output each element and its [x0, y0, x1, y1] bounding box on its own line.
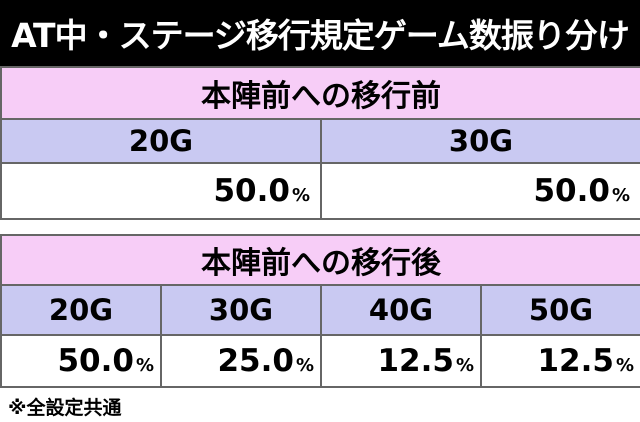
- value-cell: 50.0%: [320, 162, 640, 220]
- value-cell: 25.0%: [160, 334, 322, 388]
- percent-unit: %: [295, 355, 314, 376]
- value-number: 12.5: [537, 343, 614, 379]
- value-number: 50.0: [57, 343, 134, 379]
- percent-unit: %: [135, 355, 154, 376]
- table-before-transition: 本陣前への移行前 20G 30G 50.0% 50.0%: [0, 66, 640, 220]
- table-after-header: 本陣前への移行後: [0, 234, 640, 286]
- percent-unit: %: [611, 185, 630, 206]
- column-header: 40G: [320, 284, 482, 336]
- column-header: 30G: [320, 118, 640, 164]
- column-header: 30G: [160, 284, 322, 336]
- value-cell: 50.0%: [0, 162, 322, 220]
- percent-unit: %: [291, 185, 310, 206]
- value-number: 25.0: [217, 343, 294, 379]
- table-before-header: 本陣前への移行前: [0, 66, 640, 120]
- percent-unit: %: [615, 355, 634, 376]
- column-header: 50G: [480, 284, 640, 336]
- column-header: 20G: [0, 118, 322, 164]
- value-cell: 12.5%: [320, 334, 482, 388]
- column-header: 20G: [0, 284, 162, 336]
- footnote: ※全設定共通: [8, 397, 122, 419]
- value-number: 50.0: [533, 173, 610, 209]
- value-number: 12.5: [377, 343, 454, 379]
- page-title: AT中・ステージ移行規定ゲーム数振り分け: [0, 0, 640, 66]
- value-cell: 50.0%: [0, 334, 162, 388]
- table-after-transition: 本陣前への移行後 20G 30G 40G 50G 50.0% 25.0% 12.…: [0, 234, 640, 388]
- percent-unit: %: [455, 355, 474, 376]
- value-number: 50.0: [213, 173, 290, 209]
- value-cell: 12.5%: [480, 334, 640, 388]
